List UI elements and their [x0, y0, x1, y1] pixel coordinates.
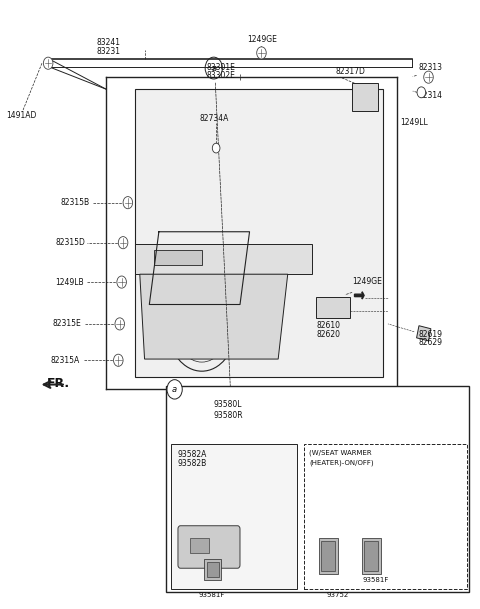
Circle shape: [118, 237, 128, 248]
Text: 82314: 82314: [419, 91, 443, 100]
Bar: [304, 444, 467, 590]
Text: 83301E: 83301E: [206, 63, 236, 72]
Text: 93581F: 93581F: [363, 577, 389, 583]
Circle shape: [424, 71, 433, 83]
Circle shape: [417, 87, 426, 98]
Circle shape: [114, 354, 123, 367]
Polygon shape: [140, 274, 288, 359]
Bar: [206, 562, 218, 577]
Circle shape: [212, 143, 220, 153]
Text: 93580L: 93580L: [214, 400, 242, 409]
Polygon shape: [135, 90, 383, 377]
Bar: [364, 541, 378, 571]
Text: 83231: 83231: [97, 47, 121, 56]
Text: 83241: 83241: [97, 38, 121, 47]
Bar: [204, 559, 221, 580]
Text: 82620: 82620: [316, 330, 340, 339]
Bar: [362, 538, 381, 574]
Circle shape: [117, 276, 126, 288]
Circle shape: [257, 47, 266, 59]
Bar: [352, 83, 378, 110]
Text: 83302E: 83302E: [206, 71, 236, 80]
Text: 82610: 82610: [316, 322, 340, 331]
Text: 93581F: 93581F: [198, 593, 225, 599]
Text: (HEATER)-ON/OFF): (HEATER)-ON/OFF): [309, 459, 374, 466]
Bar: [154, 250, 202, 265]
Circle shape: [123, 197, 132, 209]
Text: 1249LL: 1249LL: [400, 118, 428, 127]
Polygon shape: [135, 244, 312, 274]
Bar: [171, 444, 297, 590]
Text: 82315E: 82315E: [53, 319, 82, 328]
Bar: [321, 541, 336, 571]
Text: 82317D: 82317D: [336, 67, 365, 76]
Text: 82315A: 82315A: [51, 356, 80, 365]
Text: 93582B: 93582B: [178, 459, 207, 468]
Text: 1249LB: 1249LB: [55, 278, 84, 287]
Circle shape: [115, 318, 124, 330]
Text: 1249GE: 1249GE: [247, 35, 277, 44]
Text: 1249GE: 1249GE: [352, 277, 382, 286]
Text: 82629: 82629: [419, 339, 443, 348]
Circle shape: [43, 57, 53, 69]
Text: FR.: FR.: [47, 377, 70, 390]
Text: a: a: [172, 385, 177, 394]
FancyBboxPatch shape: [178, 526, 240, 568]
Bar: [316, 297, 350, 318]
Bar: [190, 538, 209, 553]
Text: a: a: [211, 63, 216, 72]
Text: (W/SEAT WARMER: (W/SEAT WARMER: [309, 450, 372, 457]
Text: 93752: 93752: [327, 593, 349, 599]
Text: 82619: 82619: [419, 330, 443, 339]
Polygon shape: [417, 326, 431, 341]
Text: 93582A: 93582A: [178, 450, 207, 459]
Bar: [166, 386, 469, 593]
Text: 82315D: 82315D: [55, 238, 85, 247]
Text: 82315B: 82315B: [60, 198, 90, 207]
Circle shape: [167, 379, 182, 399]
Text: 93580R: 93580R: [213, 410, 243, 420]
Text: 82734A: 82734A: [199, 114, 229, 122]
Text: 82313: 82313: [419, 63, 443, 72]
Bar: [319, 538, 338, 574]
Text: 1491AD: 1491AD: [6, 111, 36, 120]
